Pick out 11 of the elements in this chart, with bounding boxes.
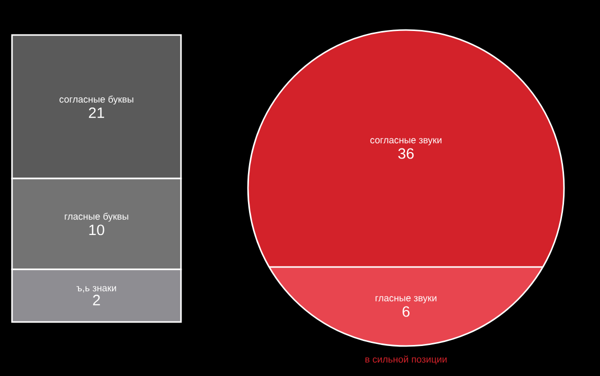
category-label: ъ,ь знаки <box>76 286 116 292</box>
data-label: 21 <box>88 107 104 118</box>
category-label: согласные буквы <box>60 96 134 104</box>
text: в сильной позиции <box>365 356 447 364</box>
data-label: 36 <box>398 148 414 159</box>
category-label: гласные звуки <box>376 296 436 304</box>
data-label: 2 <box>93 294 100 306</box>
category-label: согласные звуки <box>370 138 442 146</box>
data-label: 10 <box>89 224 104 236</box>
category-label: гласные буквы <box>64 212 128 222</box>
data-label: 6 <box>402 306 410 317</box>
